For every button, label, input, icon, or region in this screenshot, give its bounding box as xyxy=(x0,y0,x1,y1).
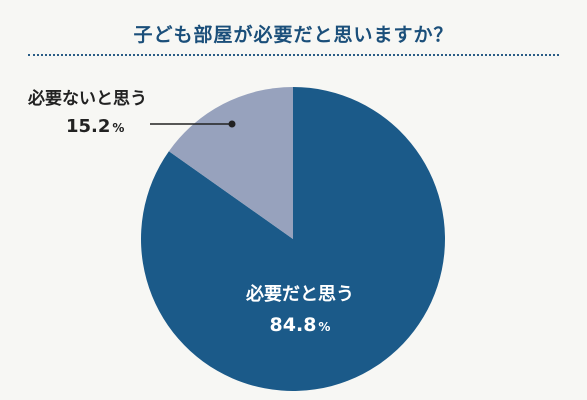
slice-label-not-needed: 必要ないと思う xyxy=(27,88,147,109)
slice-value-not-needed: 15.2% xyxy=(66,116,124,137)
chart-title: 子ども部屋が必要だと思いますか？ xyxy=(133,24,454,46)
leader-dot xyxy=(228,120,236,128)
slice-value-needed: 84.8% xyxy=(270,314,331,336)
pie-slice-not-needed xyxy=(168,87,293,239)
pie-slices xyxy=(140,87,445,391)
title-divider xyxy=(28,54,559,56)
slice-label-needed: 必要だと思う xyxy=(245,283,354,305)
